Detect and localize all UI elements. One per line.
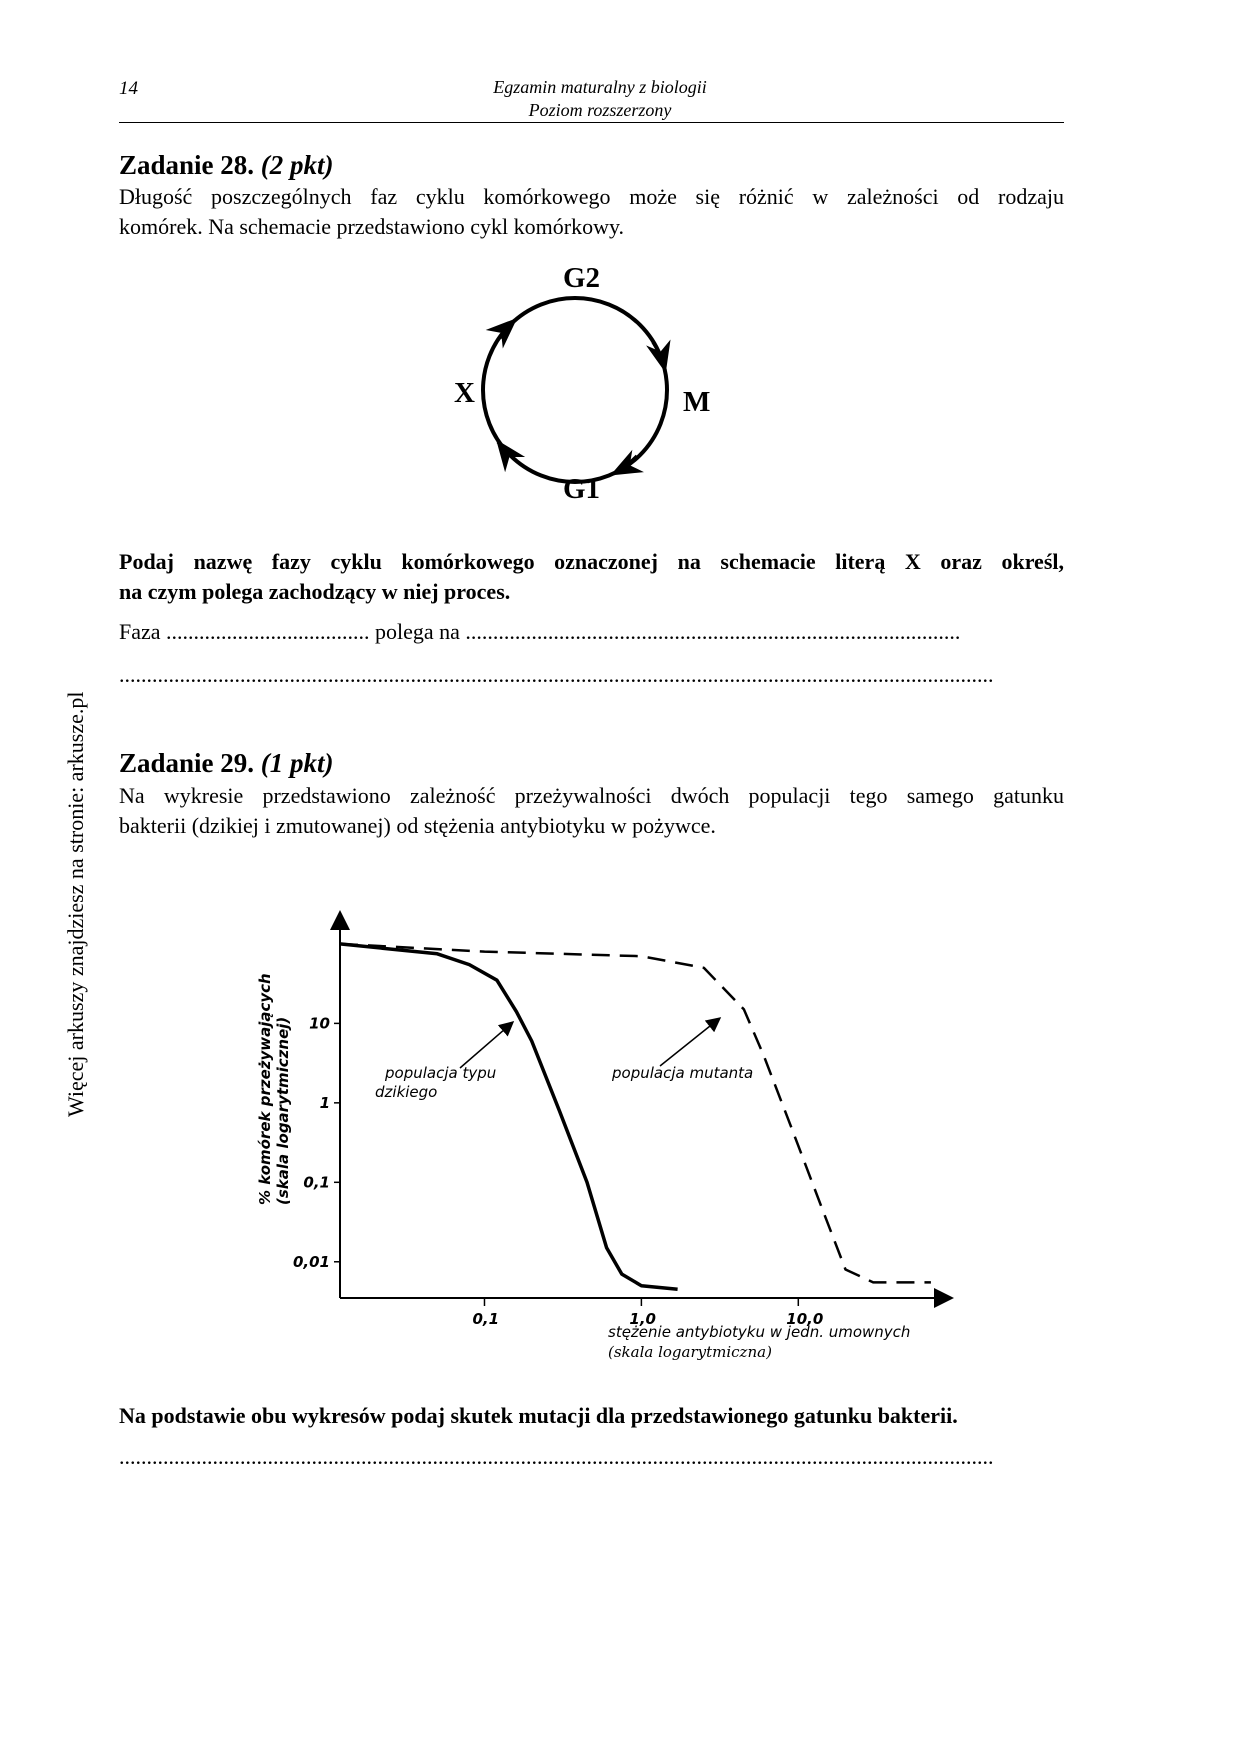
task29-answer-line[interactable]: ........................................… <box>119 1444 994 1469</box>
y-tick-label: 0,01 <box>293 1253 330 1271</box>
y-axis-label: % komórek przeżywających (skala logarytm… <box>256 973 292 1205</box>
label-m: M <box>683 386 710 418</box>
task28-answer-line1[interactable]: Faza ...................................… <box>119 619 961 644</box>
cell-cycle-diagram: G2 M G1 X <box>454 262 710 505</box>
task28-intro-line1: Długość poszczególnych faz cyklu komórko… <box>119 184 1064 209</box>
x-axis-label-line1: stężenie antybiotyku w jedn. umownych <box>608 1323 910 1341</box>
y-tick-label: 0,1 <box>303 1173 330 1191</box>
annotation-mutant-arrow <box>659 1017 722 1067</box>
y-tick-label: 1 <box>320 1094 330 1112</box>
survival-chart: 0,1 1,0 10,0 10 1 0,1 0,01 % komórek przeżywaj… <box>256 910 954 1361</box>
x-tick-label: 1,0 <box>629 1310 656 1328</box>
task29-intro-line1: Na wykresie przedstawiono zależność prze… <box>119 783 1064 808</box>
page-number: 14 <box>119 78 138 99</box>
label-g2: G2 <box>563 262 600 294</box>
side-watermark-text: Więcej arkuszy znajdziesz na stronie: ar… <box>63 691 88 1117</box>
task29-number: Zadanie 29. <box>119 748 255 778</box>
cycle-arrow-top-right <box>646 339 671 374</box>
y-axis-label-line1: % komórek przeżywających <box>256 973 274 1205</box>
task29-points: (1 pkt) <box>260 748 334 778</box>
header-subtitle: Poziom rozszerzony <box>528 100 672 120</box>
annotation-wild-line1: populacja typu <box>384 1064 496 1082</box>
annotation-wild-line2: dzikiego <box>375 1083 437 1101</box>
task28-answer-line2[interactable]: ........................................… <box>119 662 994 687</box>
series-wild-type-line <box>339 942 678 1292</box>
task29-instruction: Na podstawie obu wykresów podaj skutek m… <box>119 1403 958 1428</box>
task28-instruction-line2: na czym polega zachodzący w niej proces. <box>119 579 511 604</box>
x-axis-label-line2: (skala logarytmiczna) <box>608 1343 772 1361</box>
task28-title: Zadanie 28. (2 pkt) <box>119 150 334 181</box>
cycle-arrow-bottom-left <box>496 439 526 473</box>
cycle-circle <box>481 296 669 484</box>
header-rule <box>119 122 1064 123</box>
label-g1: G1 <box>563 473 600 505</box>
cycle-arrow-top-left <box>485 317 518 349</box>
series-mutant-line <box>339 942 931 1284</box>
task28-number: Zadanie 28. <box>119 150 255 180</box>
annotation-mutant-line1: populacja mutanta <box>611 1064 753 1082</box>
annotation-wild-arrow <box>459 1021 515 1069</box>
x-tick-label: 10,0 <box>786 1310 823 1328</box>
header-title: Egzamin maturalny z biologii <box>493 77 707 97</box>
y-axis-label-line2: (skala logarytmicznej) <box>274 1017 292 1205</box>
task28-points: (2 pkt) <box>260 150 334 180</box>
task28-intro-line2: komórek. Na schemacie przedstawiono cykl… <box>119 214 625 239</box>
task29-title: Zadanie 29. (1 pkt) <box>119 748 334 779</box>
task28-instruction-line1: Podaj nazwę fazy cyklu komórkowego oznac… <box>119 549 1064 574</box>
x-tick-label: 0,1 <box>472 1310 499 1328</box>
cycle-arrow-bottom-right <box>610 449 644 476</box>
task29-intro-line2: bakterii (dzikiej i zmutowanej) od stęże… <box>119 813 716 838</box>
y-tick-label: 10 <box>309 1014 330 1032</box>
label-x: X <box>454 377 475 409</box>
